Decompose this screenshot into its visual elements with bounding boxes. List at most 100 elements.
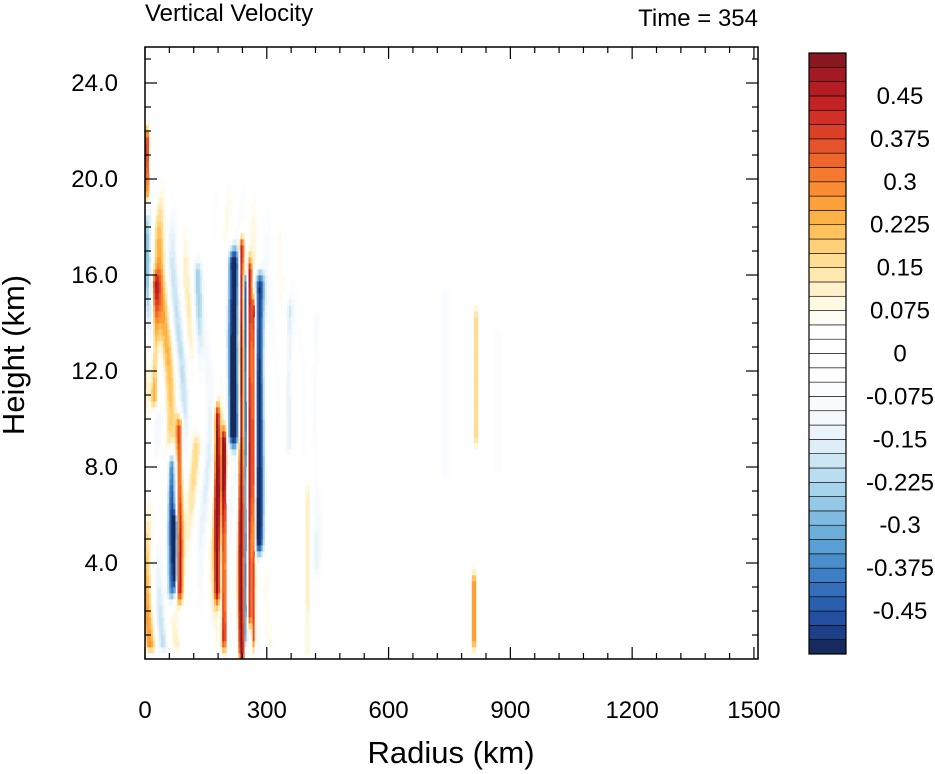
heatmap-cell — [254, 485, 258, 492]
heatmap-cell — [175, 353, 178, 360]
heatmap-cell — [173, 473, 176, 480]
heatmap-cell — [230, 371, 233, 378]
heatmap-cell — [228, 575, 231, 582]
heatmap-cell — [201, 611, 205, 618]
heatmap-cell — [181, 557, 184, 564]
heatmap-cell — [147, 641, 150, 648]
heatmap-cell — [272, 359, 276, 366]
heatmap-cell — [175, 605, 178, 612]
heatmap-cell — [181, 269, 184, 276]
heatmap-cell — [264, 461, 268, 468]
heatmap-cell — [209, 509, 213, 516]
heatmap-cell — [159, 605, 162, 612]
heatmap-cell — [252, 605, 256, 612]
heatmap-cell — [248, 575, 251, 582]
heatmap-cell — [236, 437, 239, 444]
heatmap-cell — [169, 437, 172, 444]
heatmap-cell — [169, 395, 172, 402]
heatmap-cell — [218, 551, 221, 558]
heatmap-cell — [228, 503, 231, 510]
heatmap-cell — [278, 605, 282, 612]
heatmap-cell — [151, 233, 154, 240]
heatmap-cell — [169, 467, 172, 474]
heatmap-cell — [199, 605, 203, 612]
heatmap-cell — [307, 551, 310, 558]
heatmap-cell — [256, 365, 260, 372]
heatmap-cell — [199, 599, 203, 606]
heatmap-cell — [295, 263, 298, 270]
heatmap-cell — [260, 311, 264, 318]
heatmap-cell — [305, 269, 308, 276]
heatmap-cell — [236, 533, 239, 540]
heatmap-cell — [145, 257, 148, 264]
heatmap-cell — [211, 197, 215, 204]
heatmap-cell — [232, 179, 235, 186]
heatmap-cell — [207, 539, 211, 546]
heatmap-cell — [189, 479, 193, 486]
heatmap-cell — [145, 209, 148, 216]
heatmap-cell — [151, 527, 154, 534]
heatmap-cell — [226, 413, 229, 420]
heatmap-cell — [266, 557, 270, 564]
heatmap-cell — [175, 455, 178, 462]
heatmap-cell — [214, 425, 217, 432]
heatmap-cell — [147, 611, 150, 618]
heatmap-cell — [218, 449, 221, 456]
heatmap-cell — [248, 383, 251, 390]
heatmap-cell — [205, 455, 209, 462]
heatmap-cell — [222, 371, 225, 378]
heatmap-cell — [197, 293, 201, 300]
heatmap-cell — [240, 419, 243, 426]
heatmap-cell — [187, 545, 191, 552]
heatmap-cell — [169, 575, 172, 582]
heatmap-cell — [248, 515, 251, 522]
heatmap-cell — [236, 323, 239, 330]
heatmap-cell — [236, 347, 239, 354]
heatmap-cell — [266, 611, 270, 618]
heatmap-cell — [303, 389, 306, 396]
heatmap-cell — [276, 329, 280, 336]
heatmap-cell — [173, 263, 176, 270]
heatmap-cell — [262, 317, 266, 324]
heatmap-cell — [147, 251, 150, 258]
heatmap-cell — [262, 341, 266, 348]
heatmap-cell — [209, 431, 213, 438]
heatmap-cell — [145, 323, 148, 330]
heatmap-cell — [248, 245, 251, 252]
heatmap-cell — [254, 437, 258, 444]
heatmap-cell — [250, 329, 253, 336]
heatmap-cell — [167, 575, 170, 582]
heatmap-cell — [258, 533, 262, 540]
heatmap-cell — [187, 575, 191, 582]
heatmap-cell — [222, 209, 225, 216]
heatmap-cell — [177, 527, 180, 534]
heatmap-cell — [175, 515, 178, 522]
heatmap-cell — [244, 389, 247, 396]
heatmap-cell — [149, 545, 152, 552]
heatmap-cell — [311, 311, 314, 318]
heatmap-cell — [222, 497, 225, 504]
heatmap-cell — [246, 569, 249, 576]
heatmap-cell — [295, 251, 298, 258]
heatmap-cell — [266, 191, 270, 198]
heatmap-cell — [232, 413, 235, 420]
heatmap-cell — [191, 467, 195, 474]
heatmap-cell — [177, 269, 180, 276]
heatmap-cell — [179, 389, 182, 396]
heatmap-cell — [211, 413, 215, 420]
heatmap-cell — [185, 275, 189, 282]
heatmap-cell — [313, 341, 316, 348]
heatmap-cell — [218, 461, 221, 468]
heatmap-cell — [161, 329, 164, 336]
heatmap-cell — [291, 287, 294, 294]
heatmap-cell — [278, 281, 282, 288]
heatmap-cell — [236, 389, 239, 396]
heatmap-cell — [315, 503, 318, 510]
heatmap-cell — [248, 263, 251, 270]
heatmap-cell — [167, 647, 170, 654]
heatmap-cell — [305, 521, 308, 528]
heatmap-cell — [238, 269, 241, 276]
heatmap-cell — [220, 581, 223, 588]
heatmap-cell — [187, 497, 191, 504]
heatmap-cell — [252, 533, 256, 540]
